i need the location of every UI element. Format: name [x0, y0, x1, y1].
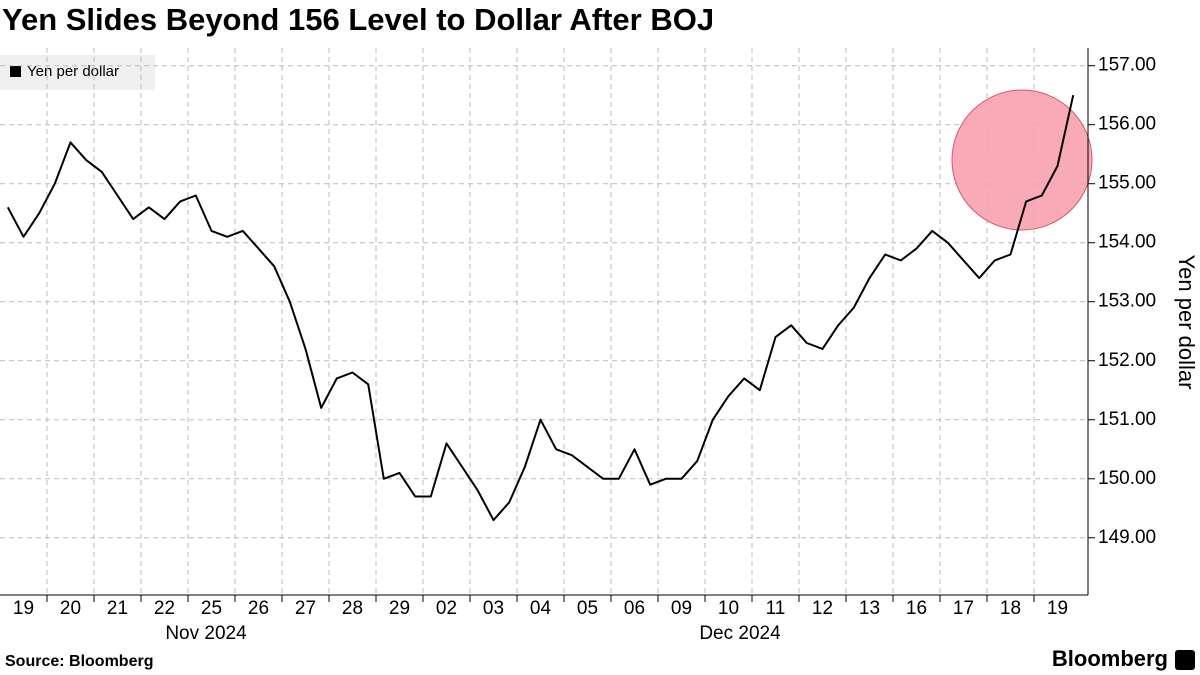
series-line [6, 94, 1075, 522]
x-tick-label: 20 [60, 598, 81, 619]
y-tick-label: 151.00 [1098, 409, 1156, 430]
legend-swatch [10, 66, 21, 77]
y-tick-label: 150.00 [1098, 468, 1156, 489]
x-tick-label: 19 [13, 598, 34, 619]
chart-title: Yen Slides Beyond 156 Level to Dollar Af… [2, 2, 714, 37]
x-tick-label: 25 [201, 598, 222, 619]
x-tick-label: 16 [906, 598, 927, 619]
x-tick-label: 19 [1047, 598, 1068, 619]
x-tick-label: 05 [577, 598, 598, 619]
y-tick-label: 154.00 [1098, 232, 1156, 253]
x-tick-label: 17 [953, 598, 974, 619]
x-tick-label: 21 [107, 598, 128, 619]
x-tick-label: 10 [718, 598, 739, 619]
month-label: Dec 2024 [699, 623, 781, 644]
highlight-circle [951, 89, 1093, 231]
x-tick-label: 12 [812, 598, 833, 619]
month-label: Nov 2024 [165, 623, 247, 644]
x-tick-label: 02 [436, 598, 457, 619]
brand-icon [1175, 650, 1195, 670]
x-tick-label: 06 [624, 598, 645, 619]
x-tick-label: 13 [859, 598, 880, 619]
legend-label: Yen per dollar [27, 63, 119, 80]
x-tick-label: 09 [671, 598, 692, 619]
y-tick-label: 153.00 [1098, 291, 1156, 312]
y-tick-label: 155.00 [1098, 173, 1156, 194]
brand: Bloomberg [1052, 646, 1168, 671]
x-tick-label: 27 [295, 598, 316, 619]
x-tick-label: 18 [1000, 598, 1021, 619]
y-axis-title: Yen per dollar [1174, 255, 1199, 390]
x-tick-label: 11 [766, 598, 786, 619]
x-tick-label: 04 [530, 598, 552, 619]
y-tick-label: 152.00 [1098, 350, 1156, 371]
y-tick-label: 149.00 [1098, 527, 1156, 548]
source: Source: Bloomberg [5, 653, 153, 670]
legend-box [0, 55, 155, 90]
x-tick-label: 22 [154, 598, 175, 619]
y-tick-label: 156.00 [1098, 114, 1156, 135]
y-tick-label: 157.00 [1098, 55, 1156, 76]
x-tick-label: 03 [483, 598, 504, 619]
x-tick-label: 29 [389, 598, 410, 619]
x-tick-label: 26 [248, 598, 269, 619]
x-tick-label: 28 [342, 598, 363, 619]
